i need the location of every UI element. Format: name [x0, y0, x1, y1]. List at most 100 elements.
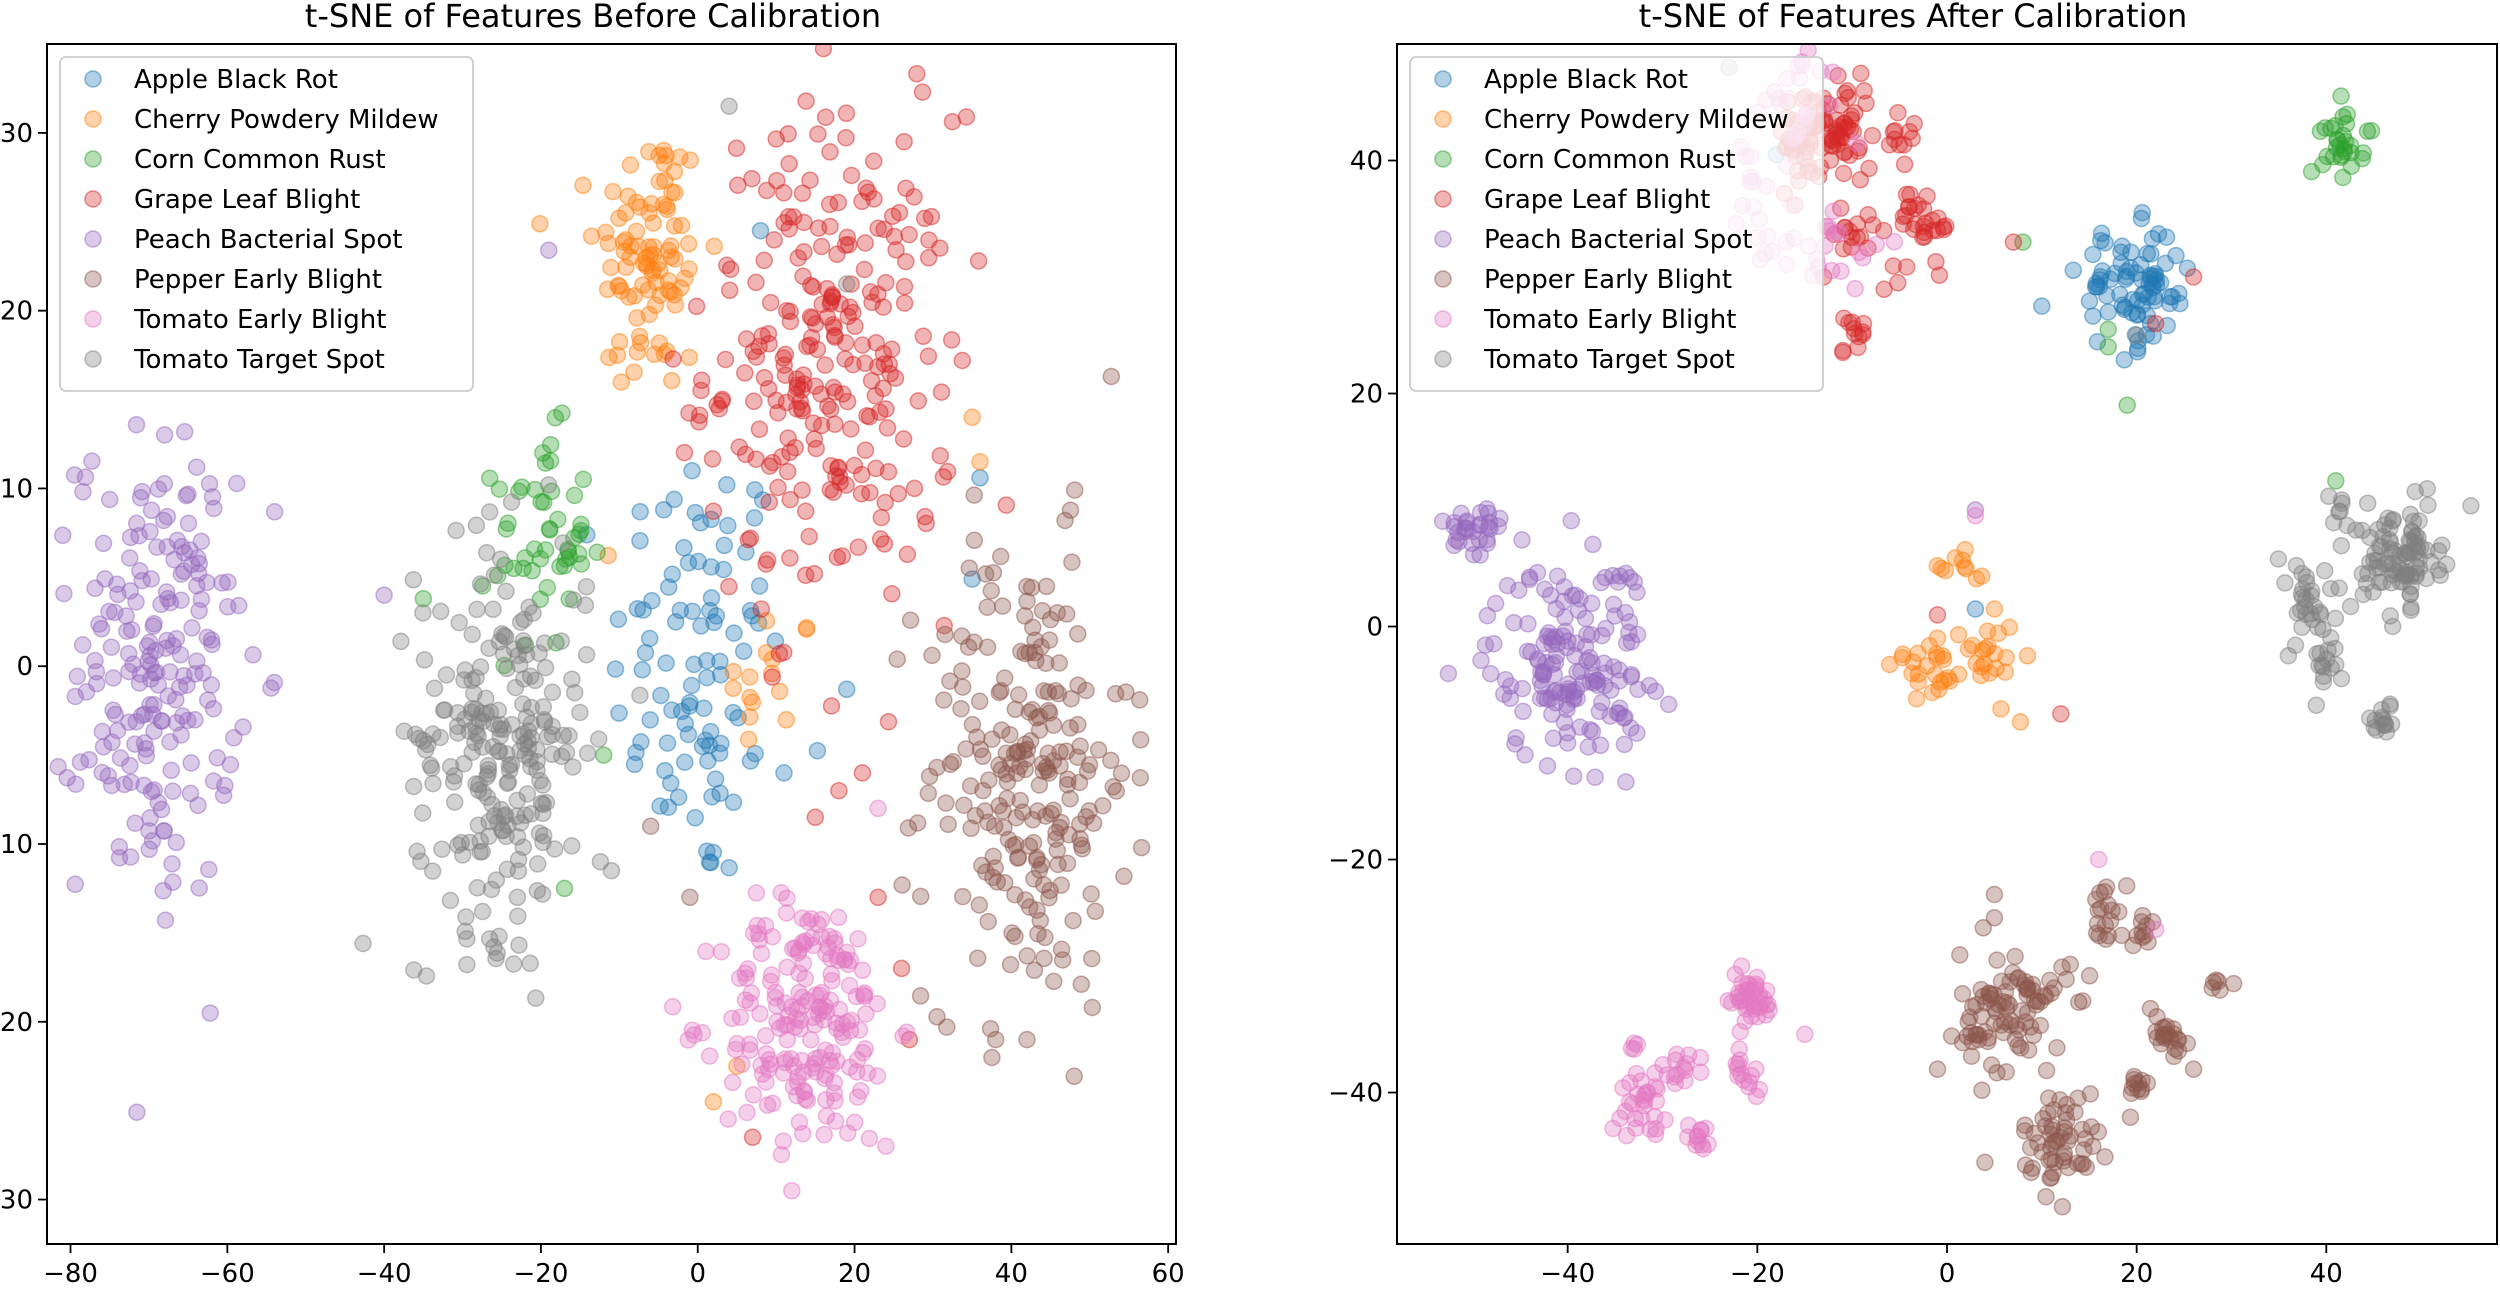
data-point	[692, 617, 710, 635]
data-point	[2184, 268, 2203, 286]
data-point	[765, 231, 783, 249]
data-point	[868, 994, 886, 1013]
data-point	[572, 521, 590, 540]
data-point	[793, 184, 812, 203]
data-point	[777, 711, 796, 729]
data-point	[2088, 333, 2107, 351]
data-point	[1616, 708, 1634, 726]
data-point	[971, 740, 990, 759]
legend-marker	[84, 270, 102, 288]
data-point	[1518, 642, 1537, 661]
data-point	[2117, 877, 2136, 895]
data-point	[969, 252, 988, 270]
data-point	[499, 773, 518, 791]
legend-marker	[84, 70, 102, 88]
data-point	[812, 910, 831, 929]
data-point	[703, 450, 722, 468]
data-point	[663, 371, 681, 390]
data-point	[2372, 708, 2391, 727]
data-point	[450, 613, 468, 632]
data-point	[705, 237, 723, 256]
data-point	[447, 521, 465, 540]
data-point	[127, 593, 145, 611]
data-point	[655, 345, 674, 364]
data-point	[1029, 925, 1047, 943]
data-point	[2118, 396, 2136, 414]
data-point	[654, 500, 673, 519]
data-point	[916, 507, 934, 526]
data-point	[1581, 721, 1599, 739]
data-point	[2358, 122, 2377, 141]
data-point	[750, 931, 769, 949]
data-point	[1615, 735, 1634, 754]
data-point	[724, 793, 743, 812]
data-point	[730, 438, 749, 456]
data-point	[1834, 343, 1852, 362]
data-point	[1481, 664, 1500, 683]
data-point	[1915, 227, 1934, 246]
data-point	[779, 125, 797, 143]
data-point	[2028, 992, 2047, 1010]
data-point	[1005, 744, 1024, 763]
data-point	[837, 275, 856, 293]
data-point	[2378, 554, 2397, 573]
data-point	[741, 752, 760, 770]
data-point	[100, 490, 119, 509]
data-point	[133, 706, 151, 725]
data-point	[1491, 509, 1509, 528]
data-point	[490, 633, 509, 651]
data-point	[1112, 764, 1131, 783]
data-point	[1982, 986, 2000, 1005]
data-point	[162, 761, 180, 780]
data-point	[860, 1129, 879, 1148]
data-point	[2341, 597, 2360, 616]
data-point	[536, 658, 555, 677]
data-point	[845, 1113, 864, 1132]
data-point	[895, 132, 913, 151]
data-point	[1593, 693, 1611, 712]
data-point	[532, 794, 551, 812]
data-point	[720, 97, 738, 115]
data-point	[775, 356, 793, 374]
data-point	[2332, 87, 2350, 105]
data-point	[1062, 689, 1080, 708]
data-point	[1985, 600, 2004, 618]
legend-label: Tomato Early Blight	[133, 305, 386, 335]
data-point	[833, 1015, 852, 1034]
data-point	[118, 622, 136, 640]
data-point	[2386, 542, 2405, 560]
data-point	[805, 1055, 824, 1073]
data-point	[789, 249, 807, 267]
data-point	[473, 902, 492, 921]
data-point	[522, 805, 541, 823]
data-point	[1928, 629, 1947, 647]
data-point	[2084, 307, 2102, 325]
data-point	[1736, 1012, 1754, 1030]
data-point	[1928, 1060, 1947, 1078]
data-point	[2353, 565, 2372, 583]
data-point	[182, 555, 201, 574]
data-point	[897, 179, 915, 198]
data-point	[849, 538, 868, 556]
data-point	[883, 585, 901, 603]
data-point	[666, 183, 684, 202]
data-point	[502, 493, 521, 511]
data-point	[897, 252, 915, 271]
data-point	[866, 386, 885, 405]
data-point	[628, 343, 647, 361]
data-point	[572, 555, 591, 573]
data-point	[2269, 550, 2288, 568]
data-point	[1997, 1063, 2015, 1081]
data-point	[1615, 709, 1633, 727]
data-point	[1507, 729, 1525, 747]
x-tick-label: −40	[357, 1259, 412, 1289]
data-point	[458, 930, 476, 948]
data-point	[2324, 513, 2343, 532]
data-point	[2059, 1132, 2077, 1150]
data-point	[821, 991, 840, 1009]
data-point	[841, 1058, 859, 1077]
data-point	[2011, 713, 2030, 731]
data-point	[850, 1021, 869, 1039]
data-point	[2099, 896, 2117, 914]
data-point	[468, 879, 487, 897]
